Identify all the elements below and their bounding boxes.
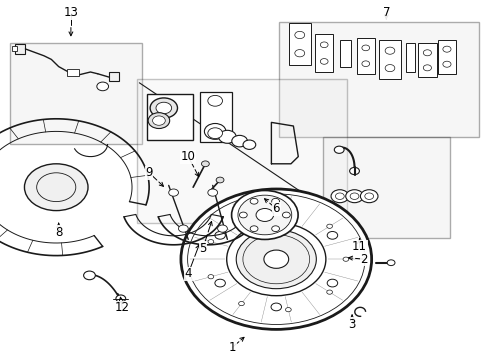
Circle shape bbox=[285, 207, 291, 211]
Circle shape bbox=[271, 198, 279, 204]
Bar bbox=[108, 72, 119, 81]
Text: 6: 6 bbox=[272, 202, 280, 215]
Circle shape bbox=[207, 275, 213, 279]
Circle shape bbox=[271, 226, 279, 231]
Circle shape bbox=[216, 177, 224, 183]
Bar bbox=[405, 43, 414, 72]
Circle shape bbox=[238, 195, 291, 235]
Bar bbox=[15, 44, 25, 54]
Bar bbox=[339, 40, 350, 67]
Bar bbox=[356, 38, 374, 74]
Circle shape bbox=[217, 225, 227, 232]
Bar bbox=[315, 34, 332, 72]
Circle shape bbox=[285, 307, 291, 312]
Bar bbox=[137, 79, 346, 223]
Text: 11: 11 bbox=[351, 240, 366, 253]
Circle shape bbox=[342, 257, 348, 261]
Circle shape bbox=[207, 239, 213, 244]
Text: 13: 13 bbox=[63, 6, 78, 19]
Circle shape bbox=[152, 116, 165, 125]
Bar bbox=[67, 69, 79, 76]
Circle shape bbox=[24, 164, 88, 211]
Text: 12: 12 bbox=[115, 301, 129, 314]
Circle shape bbox=[345, 190, 363, 203]
Circle shape bbox=[243, 140, 255, 149]
Circle shape bbox=[326, 224, 332, 228]
Text: 4: 4 bbox=[184, 267, 192, 280]
Circle shape bbox=[150, 98, 177, 118]
Circle shape bbox=[214, 279, 225, 287]
Circle shape bbox=[238, 301, 244, 306]
Circle shape bbox=[349, 167, 359, 175]
Bar bbox=[322, 137, 449, 238]
Circle shape bbox=[207, 128, 222, 139]
Circle shape bbox=[148, 113, 169, 129]
Text: 8: 8 bbox=[55, 226, 62, 239]
Bar bbox=[12, 46, 17, 51]
Circle shape bbox=[156, 102, 171, 114]
Bar bbox=[378, 40, 400, 79]
Circle shape bbox=[270, 208, 281, 215]
Text: 3: 3 bbox=[347, 318, 355, 330]
Circle shape bbox=[201, 161, 209, 167]
Circle shape bbox=[334, 146, 344, 153]
Circle shape bbox=[168, 189, 178, 196]
Bar bbox=[437, 40, 455, 74]
Circle shape bbox=[83, 271, 95, 280]
Circle shape bbox=[181, 189, 371, 329]
Circle shape bbox=[326, 290, 332, 294]
Bar bbox=[10, 43, 142, 144]
Circle shape bbox=[204, 123, 225, 139]
Text: 5: 5 bbox=[199, 242, 206, 255]
Circle shape bbox=[250, 198, 258, 204]
Circle shape bbox=[360, 190, 377, 203]
Circle shape bbox=[326, 231, 337, 239]
Circle shape bbox=[231, 135, 247, 147]
Circle shape bbox=[239, 212, 247, 218]
Circle shape bbox=[238, 213, 244, 217]
Circle shape bbox=[214, 231, 225, 239]
Bar bbox=[417, 43, 436, 77]
Circle shape bbox=[207, 189, 217, 196]
Circle shape bbox=[282, 212, 290, 218]
Text: 7: 7 bbox=[382, 6, 389, 19]
Circle shape bbox=[264, 250, 288, 268]
Circle shape bbox=[97, 82, 108, 91]
Circle shape bbox=[218, 130, 236, 143]
Circle shape bbox=[236, 230, 316, 289]
Bar bbox=[200, 92, 232, 142]
Bar bbox=[146, 94, 193, 140]
Circle shape bbox=[250, 226, 258, 231]
Circle shape bbox=[178, 225, 188, 232]
Bar bbox=[288, 23, 310, 65]
Text: 2: 2 bbox=[360, 253, 367, 266]
Circle shape bbox=[386, 260, 394, 266]
Circle shape bbox=[207, 95, 222, 106]
Circle shape bbox=[226, 223, 325, 296]
Circle shape bbox=[116, 295, 125, 302]
Circle shape bbox=[270, 303, 281, 311]
Text: 10: 10 bbox=[181, 150, 195, 163]
Circle shape bbox=[326, 279, 337, 287]
Circle shape bbox=[256, 208, 273, 221]
Circle shape bbox=[231, 190, 298, 239]
Text: 9: 9 bbox=[145, 166, 153, 179]
Circle shape bbox=[330, 190, 348, 203]
Text: 1: 1 bbox=[228, 341, 236, 354]
Bar bbox=[278, 22, 478, 137]
